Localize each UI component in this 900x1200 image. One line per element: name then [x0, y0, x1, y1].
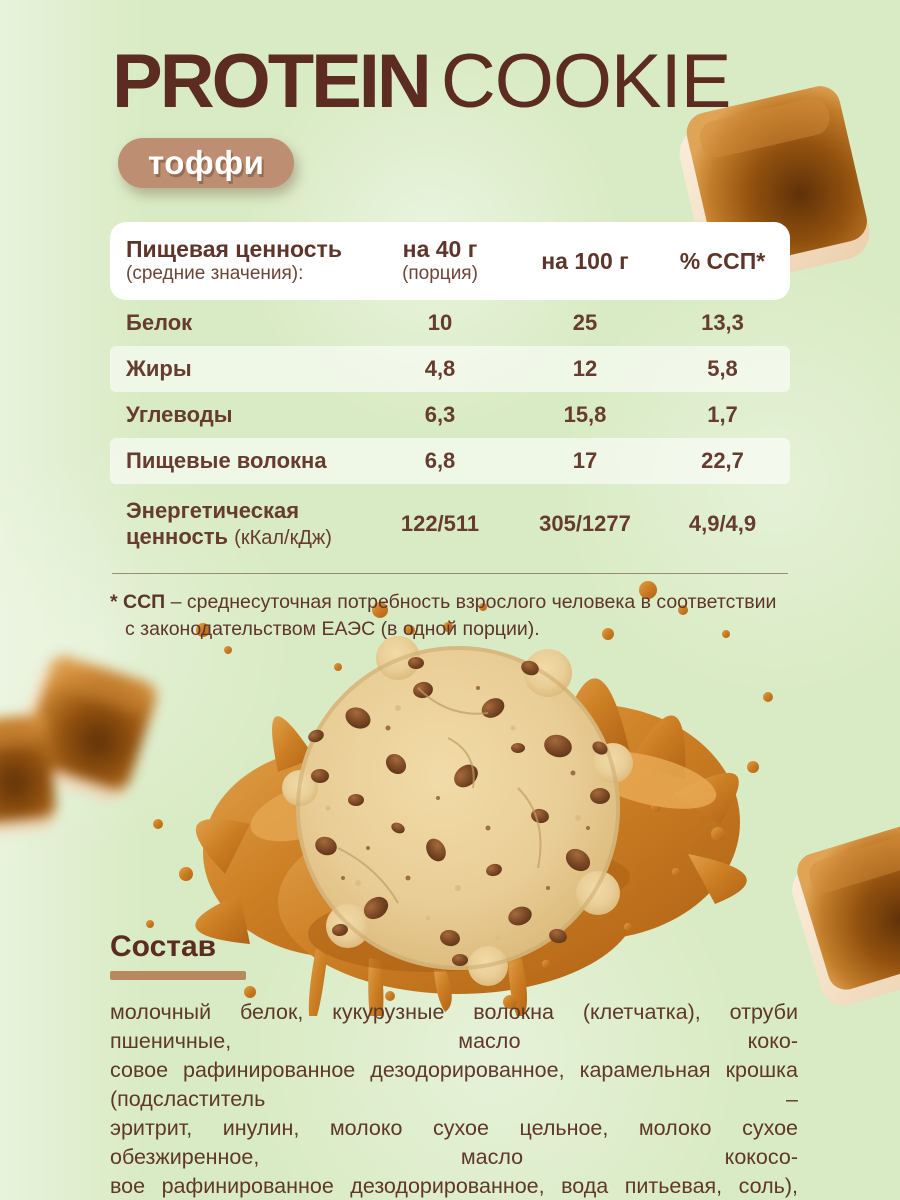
cookie-crumbs: [341, 686, 590, 890]
row-label: Жиры: [126, 356, 192, 381]
table-row-carbs: Углеводы 6,3 15,8 1,7: [110, 392, 790, 438]
flavor-badge: тоффи: [118, 138, 295, 188]
col-header-per100g: на 100 г: [541, 247, 629, 274]
value-per100g: 25: [572, 310, 598, 335]
col-header-per40g: на 40 г (порция): [402, 236, 478, 284]
cookie-cracks: [337, 687, 542, 904]
value-per100g: 12: [572, 356, 598, 381]
chocolate-chips: [308, 657, 610, 966]
value-per40g: 122/511: [400, 511, 480, 536]
ssp-footnote: * ССП – среднесуточная потребность взрос…: [110, 591, 777, 640]
table-row-energy: Энергетическая ценность (кКал/кДж) 122/5…: [110, 484, 790, 564]
value-per40g: 6,3: [424, 402, 456, 427]
col-header-nutrition: Пищевая ценность (средние значения):: [126, 236, 342, 284]
value-ssp: 22,7: [701, 448, 744, 473]
value-per40g: 4,8: [424, 356, 456, 381]
value-ssp: 4,9/4,9: [688, 511, 757, 536]
table-row-fiber: Пищевые волокна 6,8 17 22,7: [110, 438, 790, 484]
cookie-image: [282, 636, 633, 986]
composition-heading: Состав: [110, 930, 217, 963]
ingredient-line: вое рафинированное дезодорированное, вод…: [110, 1174, 798, 1198]
heading-underline: [110, 971, 246, 980]
value-ssp: 1,7: [707, 402, 738, 427]
cookie-splash-scene: [146, 581, 773, 1016]
product-title: PROTEIN COOKIE: [112, 44, 731, 120]
footnote-marker: * ССП: [110, 591, 166, 613]
caramel-cube-image: [782, 818, 900, 1012]
value-per40g: 6,8: [424, 448, 456, 473]
row-label: Энергетическая ценность (кКал/кДж): [126, 498, 332, 549]
cookie-specks: [325, 705, 581, 941]
value-per100g: 17: [572, 448, 598, 473]
value-per40g: 10: [427, 310, 453, 335]
value-per100g: 15,8: [563, 402, 607, 427]
table-row-fats: Жиры 4,8 12 5,8: [110, 346, 790, 392]
ingredients-text: молочный белок, кукурузные волокна (клет…: [110, 998, 798, 1200]
col-header-ssp: % ССП*: [679, 247, 766, 274]
row-label: Белок: [126, 310, 193, 335]
value-ssp: 5,8: [707, 356, 738, 381]
row-label: Пищевые волокна: [126, 448, 327, 473]
value-per100g: 305/1277: [539, 511, 631, 536]
table-header-card: Пищевая ценность (средние значения): на …: [110, 222, 790, 300]
row-label: Углеводы: [126, 402, 233, 427]
ingredient-line: совое рафинированное дезодорированное, к…: [110, 1058, 798, 1111]
ingredient-line: эритрит, инулин, молоко сухое цельное, м…: [110, 1116, 798, 1169]
ingredient-line: молочный белок, кукурузные волокна (клет…: [110, 1000, 798, 1053]
table-row-protein: Белок 10 25 13,3: [110, 300, 790, 346]
value-ssp: 13,3: [701, 310, 744, 335]
nutrition-table: Пищевая ценность (средние значения): на …: [110, 222, 790, 643]
table-divider: [112, 573, 788, 574]
title-protein: PROTEIN: [112, 39, 432, 124]
title-cookie: COOKIE: [440, 39, 732, 124]
